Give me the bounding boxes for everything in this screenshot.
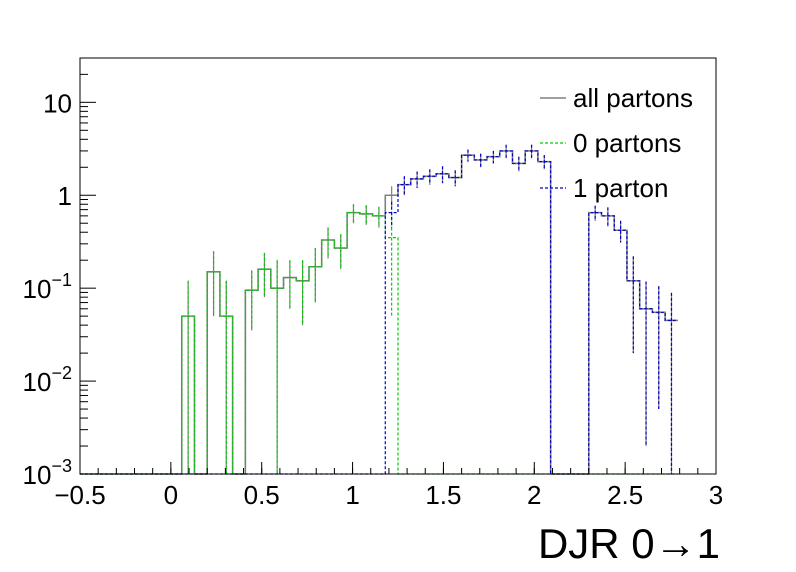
legend-label: 0 partons (573, 128, 681, 158)
y-axis: 10−3 10−2 10−1 1 10 (23, 57, 96, 490)
x-axis: −0.5 0 0.5 1 1.5 2 2.5 3 (54, 462, 723, 510)
x-tick-label: 2 (527, 480, 541, 510)
series-1-parton (80, 144, 678, 475)
plot-frame (79, 57, 717, 475)
legend-label: 1 parton (573, 173, 668, 203)
legend-label: all partons (573, 83, 693, 113)
y-tick-label: 10−2 (23, 363, 72, 397)
y-tick-label: 10−3 (23, 456, 72, 490)
x-tick-label: 1.5 (425, 480, 461, 510)
x-tick-label: 3 (709, 480, 723, 510)
series-line (80, 212, 678, 475)
y-tick-label: 10 (43, 88, 72, 118)
x-tick-label: −0.5 (54, 480, 105, 510)
y-tick-label: 10−1 (23, 270, 72, 304)
x-tick-label: 2.5 (607, 480, 643, 510)
y-tick-label: 1 (58, 181, 72, 211)
x-tick-label: 1 (345, 480, 359, 510)
x-tick-label: 0 (164, 480, 178, 510)
series-0-partons (80, 204, 678, 475)
legend: all partons 0 partons 1 parton (540, 83, 693, 203)
series-layer (80, 144, 678, 475)
x-axis-title: DJR 0→1 (538, 520, 720, 567)
x-tick-label: 0.5 (244, 480, 280, 510)
